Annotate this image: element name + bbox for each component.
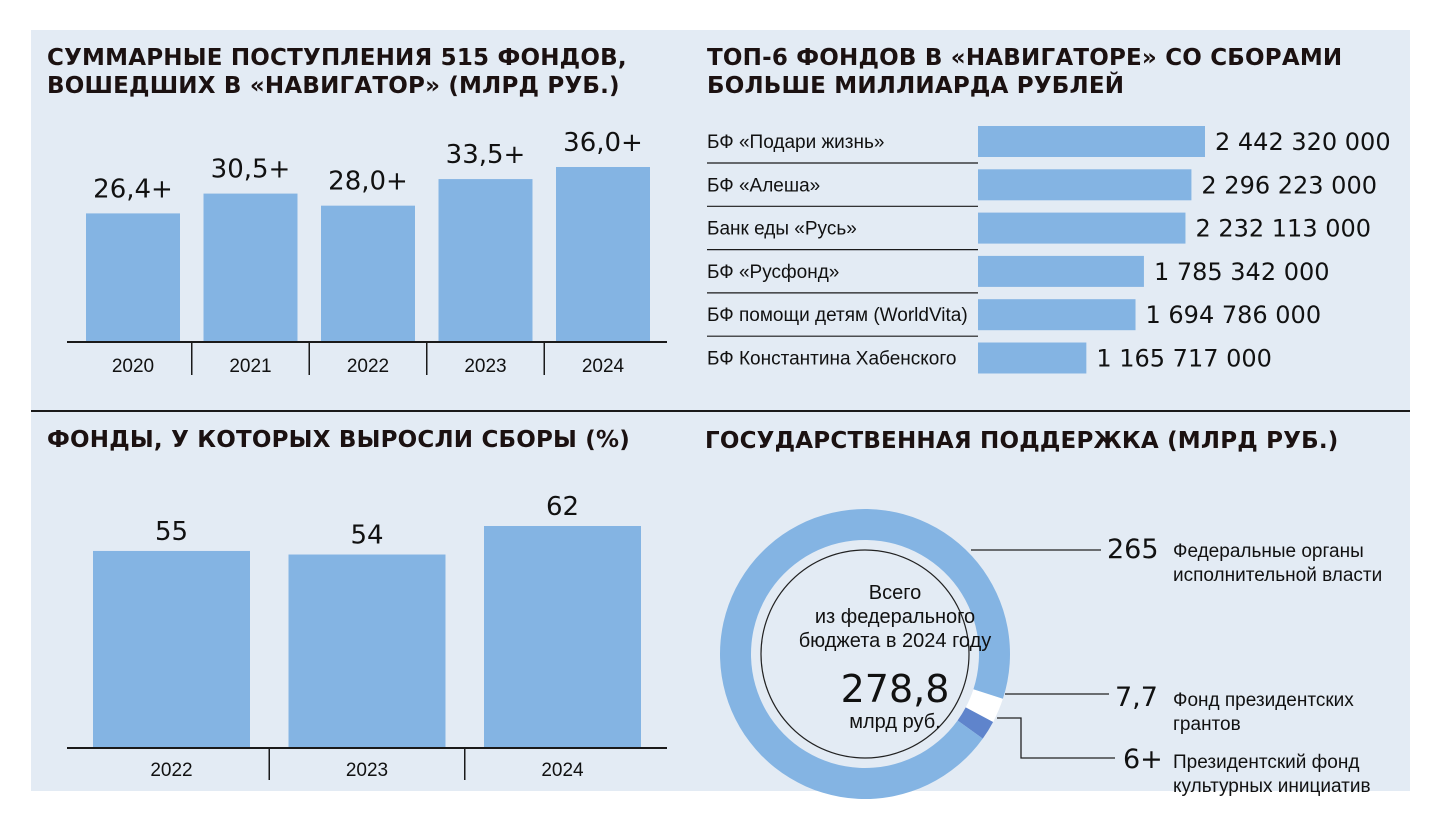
data-label: 1 694 786 000 [1146, 301, 1322, 329]
category-label: БФ Константина Хабенского [707, 349, 956, 370]
data-label: 2 296 223 000 [1201, 171, 1377, 199]
x-tick-label: 2020 [112, 356, 154, 377]
chart3-growth-bars: 55 2022 54 2023 62 2024 [67, 492, 667, 781]
donut-slice [957, 707, 994, 739]
bar [978, 212, 1186, 244]
section-divider [31, 410, 1410, 412]
leader-line [997, 717, 1115, 759]
chart1-revenue-bars: 26,4+ 2020 30,5+ 2021 28,0+ 2022 33,5+ 2023 36,0… [67, 128, 667, 377]
category-label: БФ «Алеша» [707, 175, 820, 196]
data-label: 28,0+ [328, 167, 408, 197]
bar [978, 299, 1136, 331]
x-tick-label: 2024 [541, 760, 584, 781]
center-unit: млрд руб. [849, 711, 940, 733]
bar [438, 179, 533, 341]
data-label: 30,5+ [211, 155, 291, 185]
bar [321, 205, 415, 341]
slice-label: грантов [1173, 714, 1241, 735]
donut-slice [720, 509, 1010, 800]
data-label: 26,4+ [93, 174, 173, 204]
slice-label: культурных инициатив [1173, 776, 1371, 797]
x-tick-label: 2021 [229, 356, 271, 377]
data-label: 54 [350, 521, 383, 551]
category-label: БФ «Русфонд» [707, 262, 839, 283]
bar [978, 255, 1144, 287]
data-label: 62 [546, 492, 579, 522]
slice-label: Президентский фонд [1173, 752, 1359, 773]
bar [93, 550, 250, 747]
chart3-title: ФОНДЫ, У КОТОРЫХ ВЫРОСЛИ СБОРЫ (%) [47, 427, 630, 453]
bar [203, 193, 298, 341]
slice-value: 6+ [1123, 744, 1163, 775]
x-tick-label: 2022 [150, 760, 192, 781]
x-tick-label: 2023 [346, 760, 388, 781]
slice-label: Фонд президентских [1173, 690, 1354, 711]
infographic-canvas: СУММАРНЫЕ ПОСТУПЛЕНИЯ 515 ФОНДОВ, ВОШЕДШ… [31, 30, 1410, 800]
chart2-title: ТОП-6 ФОНДОВ В «НАВИГАТОРЕ» СО СБОРАМИ Б… [707, 45, 1343, 99]
data-label: 33,5+ [446, 140, 526, 170]
bar [484, 526, 641, 747]
bar [556, 167, 650, 341]
category-label: БФ помощи детям (WorldVita) [707, 305, 968, 326]
bar [978, 342, 1087, 374]
chart2-top-funds-bars: БФ «Подари жизнь» 2 442 320 000 БФ «Алеша»… [707, 126, 1391, 374]
x-tick-label: 2024 [582, 356, 625, 377]
x-tick-label: 2023 [464, 356, 506, 377]
bar [288, 554, 446, 747]
category-label: Банк еды «Русь» [707, 219, 857, 240]
category-label: БФ «Подари жизнь» [707, 132, 884, 153]
data-label: 2 232 113 000 [1195, 215, 1371, 243]
donut-inner-ring [760, 549, 970, 759]
center-line1: Всего [869, 582, 921, 604]
center-total: 278,8 [841, 667, 950, 711]
x-tick-label: 2022 [347, 356, 389, 377]
data-label: 1 785 342 000 [1154, 258, 1330, 286]
data-label: 55 [155, 517, 188, 547]
donut-slice [965, 689, 1003, 722]
bar [978, 126, 1205, 157]
slice-label: исполнительной власти [1173, 565, 1382, 586]
bar [978, 169, 1192, 201]
slice-value: 265 [1107, 534, 1159, 565]
data-label: 2 442 320 000 [1215, 128, 1391, 156]
data-label: 36,0+ [563, 128, 643, 158]
data-label: 1 165 717 000 [1096, 345, 1272, 373]
chart1-title: СУММАРНЫЕ ПОСТУПЛЕНИЯ 515 ФОНДОВ, ВОШЕДШ… [47, 45, 627, 99]
center-line3: бюджета в 2024 году [799, 630, 992, 652]
chart4-title: ГОСУДАРСТВЕННАЯ ПОДДЕРЖКА (МЛРД РУБ.) [705, 428, 1339, 454]
slice-label: Федеральные органы [1173, 541, 1364, 562]
center-line2: из федерального [815, 606, 975, 628]
slice-value: 7,7 [1115, 682, 1158, 713]
bar [86, 213, 180, 341]
